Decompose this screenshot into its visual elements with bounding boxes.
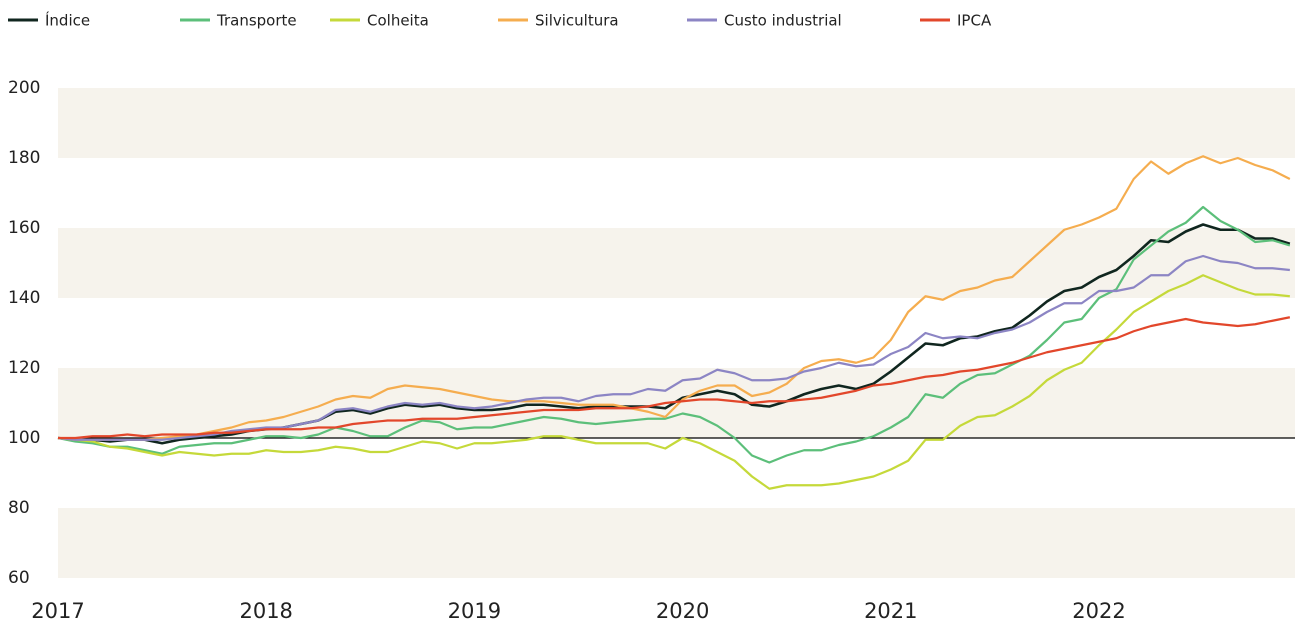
series-line [57,274,1290,490]
x-tick-label: 2017 [31,599,84,623]
band [58,508,1295,578]
legend-label: Custo industrial [724,12,842,30]
y-tick-label: 140 [8,288,40,308]
series-line [58,316,1291,440]
band [58,368,1295,438]
x-tick-label: 2019 [448,599,501,623]
x-tick-label: 2022 [1072,599,1125,623]
y-tick-label: 80 [8,498,30,518]
y-tick-label: 120 [8,358,40,378]
series-line [57,254,1290,441]
y-tick-label: 100 [8,428,40,448]
x-tick-label: 2018 [239,599,292,623]
y-tick-label: 200 [8,78,40,98]
legend-label: Colheita [367,12,429,30]
legend-label: Silvicultura [535,12,619,30]
legend-label: IPCA [957,12,992,30]
series-line [57,205,1291,464]
legend-label: Índice [45,11,90,30]
y-tick-label: 60 [8,568,30,588]
y-tick-label: 180 [8,148,40,168]
band [58,88,1295,158]
series-line [57,155,1291,441]
x-tick-label: 2021 [864,599,917,623]
legend-label: Transporte [216,12,297,30]
x-tick-label: 2020 [656,599,709,623]
band [58,228,1295,298]
y-tick-label: 160 [8,218,40,238]
